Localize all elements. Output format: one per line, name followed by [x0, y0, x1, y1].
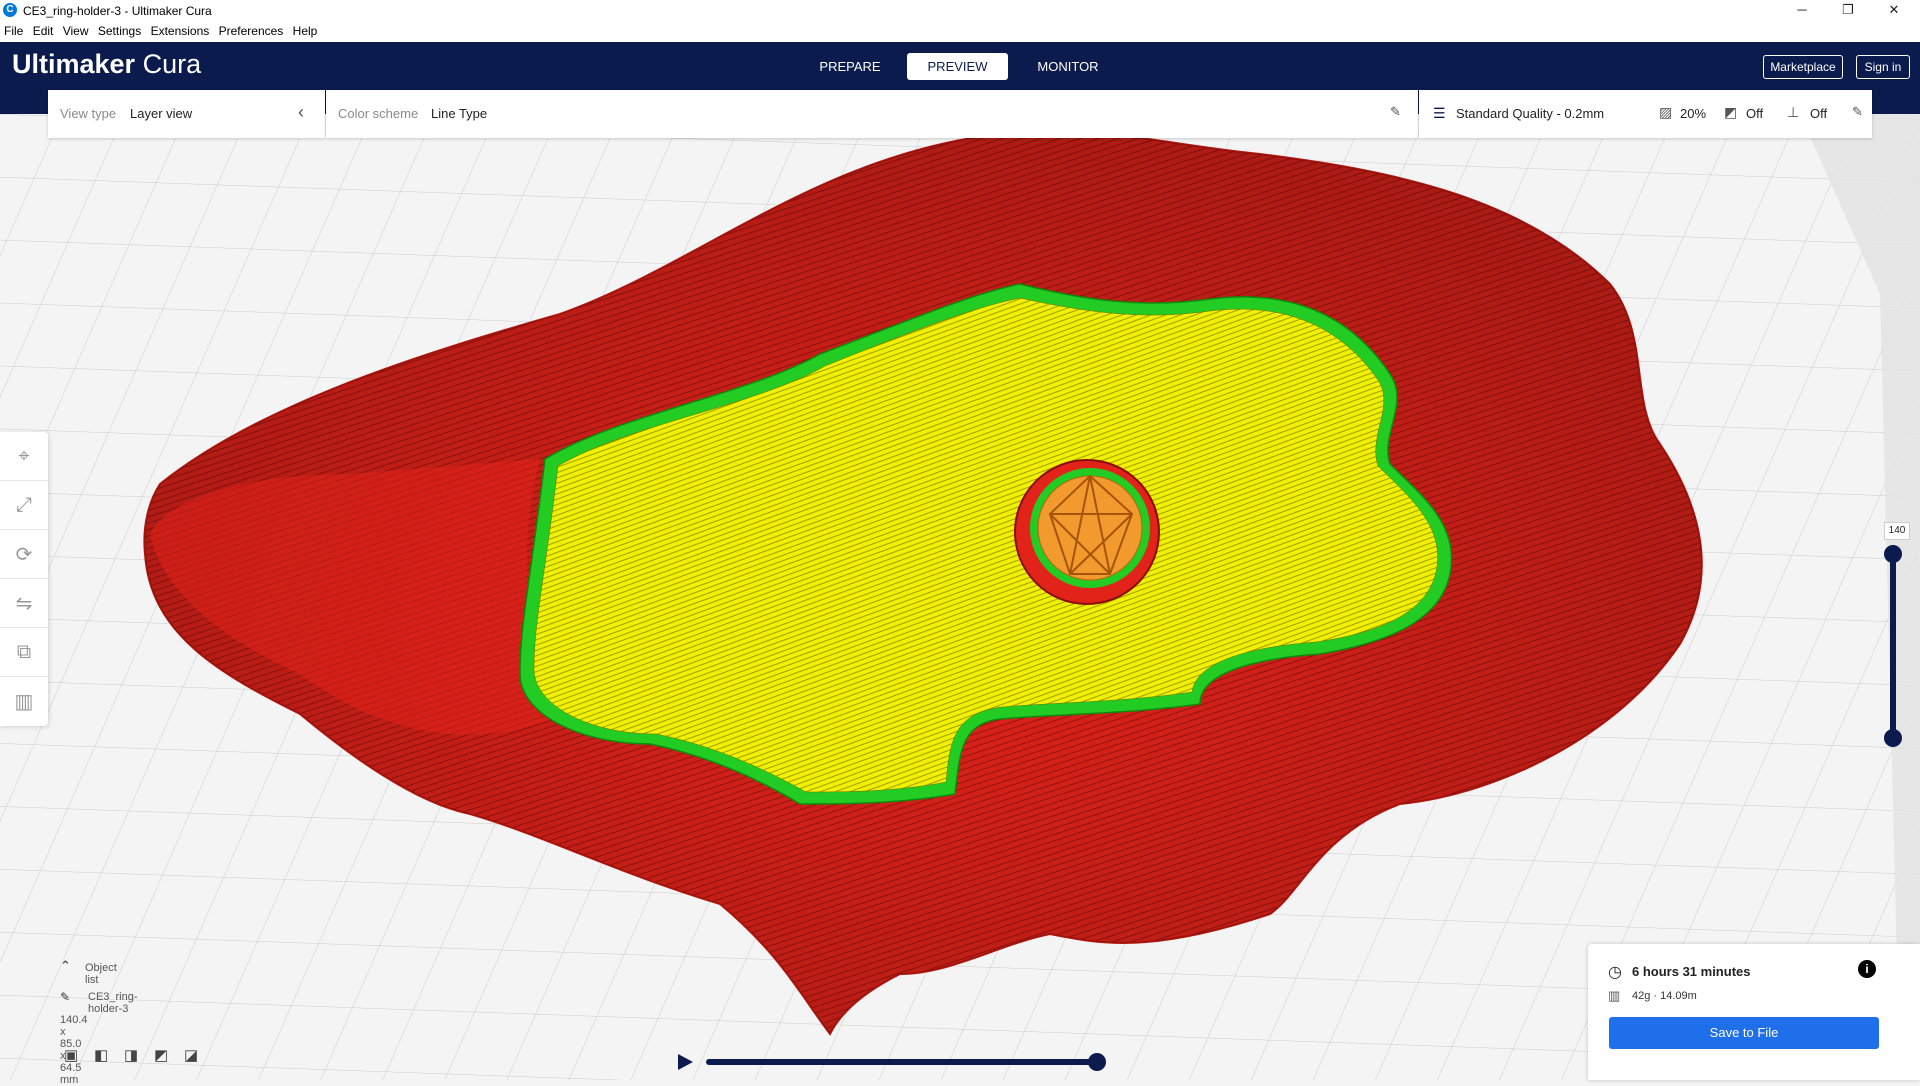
tab-prepare[interactable]: PREPARE: [819, 59, 881, 74]
clock-icon: ◷: [1608, 964, 1622, 981]
rotate-tool[interactable]: ⟳: [0, 530, 48, 579]
object-list-header[interactable]: Object list: [85, 962, 117, 986]
view-top-icon[interactable]: ◨: [124, 1047, 139, 1064]
3d-viewport[interactable]: [0, 114, 1920, 1080]
move-icon: ⌖: [18, 444, 30, 467]
menu-help[interactable]: Help: [292, 24, 318, 38]
chevron-up-icon[interactable]: ⌃: [60, 958, 71, 973]
view-front-icon[interactable]: ◧: [94, 1047, 109, 1064]
window-titlebar: C CE3_ring-holder-3 - Ultimaker Cura ─ ❐…: [0, 0, 1920, 21]
layer-number-field[interactable]: 140: [1884, 522, 1910, 540]
support-blocker-tool[interactable]: ▥: [0, 677, 48, 725]
quality-icon: ☰: [1433, 105, 1446, 121]
menu-view[interactable]: View: [62, 24, 89, 38]
infill-icon: ▨: [1659, 104, 1673, 120]
material-usage: 42g · 14.09m: [1632, 990, 1697, 1002]
rename-pencil-icon[interactable]: ✎: [60, 990, 71, 1004]
print-settings-panel[interactable]: ☰ Standard Quality - 0.2mm ▨ 20% ◩ Off ⊥…: [1419, 90, 1872, 138]
adhesion-value[interactable]: Off: [1810, 106, 1828, 121]
layer-slider-bottom-handle: [1884, 729, 1902, 747]
view-type-panel[interactable]: View type Layer view ‹: [48, 90, 325, 138]
print-time: 6 hours 31 minutes: [1632, 964, 1751, 979]
tool-bar: ⌖ ⤢ ⟳ ⇋ ⧉ ▥: [0, 432, 48, 726]
per-model-settings-tool[interactable]: ⧉: [0, 628, 48, 677]
support-value[interactable]: Off: [1746, 106, 1764, 121]
ultimaker-cura-logo: Ultimaker Cura: [12, 49, 202, 79]
center-post-infill: [1014, 459, 1160, 605]
tab-preview[interactable]: PREVIEW: [907, 53, 1008, 80]
mirror-tool[interactable]: ⇋: [0, 579, 48, 628]
save-to-file-button[interactable]: Save to File: [1609, 1017, 1879, 1049]
simulation-bar: [678, 1053, 1106, 1071]
sign-in-button[interactable]: Sign in: [1856, 55, 1910, 79]
menu-bar: File Edit View Settings Extensions Prefe…: [0, 21, 1920, 42]
settings-pencil-icon[interactable]: ✎: [1852, 104, 1863, 119]
top-skin-surface: [533, 297, 1438, 793]
color-scheme-label: Color scheme: [338, 106, 419, 121]
print-info-panel: ◷ 6 hours 31 minutes i ▥ 42g · 14.09m Sa…: [1588, 944, 1920, 1080]
window-title: CE3_ring-holder-3 - Ultimaker Cura: [23, 4, 212, 18]
layer-slider-top-handle: [1884, 545, 1902, 563]
restore-button[interactable]: ❐: [1842, 2, 1854, 17]
play-icon: [678, 1054, 693, 1070]
layer-slider: [1884, 545, 1902, 747]
material-icon: ▥: [1608, 988, 1621, 1003]
color-scheme-value[interactable]: Line Type: [431, 106, 488, 121]
build-plate-render: [0, 114, 1920, 1080]
infill-value[interactable]: 20%: [1680, 106, 1707, 121]
menu-settings[interactable]: Settings: [97, 24, 142, 38]
collapse-chevron-icon[interactable]: ‹: [298, 102, 304, 122]
minimize-button[interactable]: ─: [1797, 2, 1807, 17]
edit-pencil-icon[interactable]: ✎: [1390, 104, 1401, 119]
per-model-settings-icon: ⧉: [16, 640, 32, 663]
rotate-icon: ⟳: [15, 543, 33, 566]
quality-profile[interactable]: Standard Quality - 0.2mm: [1456, 106, 1605, 121]
mirror-icon: ⇋: [15, 592, 33, 615]
marketplace-button[interactable]: Marketplace: [1763, 55, 1843, 79]
menu-preferences[interactable]: Preferences: [218, 24, 284, 38]
simulation-handle: [1088, 1053, 1106, 1071]
support-icon: ◩: [1724, 104, 1738, 120]
info-icon[interactable]: i: [1858, 960, 1876, 978]
scale-tool[interactable]: ⤢: [0, 481, 48, 530]
object-name: CE3_ring-holder-3: [88, 991, 138, 1015]
cura-app-icon: C: [3, 3, 17, 17]
menu-edit[interactable]: Edit: [32, 24, 54, 38]
scale-icon: ⤢: [16, 493, 32, 516]
view-right-icon[interactable]: ◪: [184, 1047, 199, 1064]
menu-extensions[interactable]: Extensions: [150, 24, 210, 38]
close-button[interactable]: ✕: [1888, 2, 1900, 17]
tab-monitor[interactable]: MONITOR: [1037, 59, 1099, 74]
view-left-icon[interactable]: ◩: [154, 1047, 169, 1064]
menu-file[interactable]: File: [4, 24, 24, 38]
view-3d-icon[interactable]: ▣: [64, 1047, 79, 1064]
color-scheme-panel[interactable]: Color scheme Line Type ✎: [326, 90, 1418, 138]
move-tool[interactable]: ⌖: [0, 432, 48, 481]
adhesion-icon: ⊥: [1787, 104, 1800, 120]
support-blocker-icon: ▥: [14, 690, 34, 713]
view-type-value[interactable]: Layer view: [130, 106, 193, 121]
view-type-label: View type: [60, 106, 117, 121]
